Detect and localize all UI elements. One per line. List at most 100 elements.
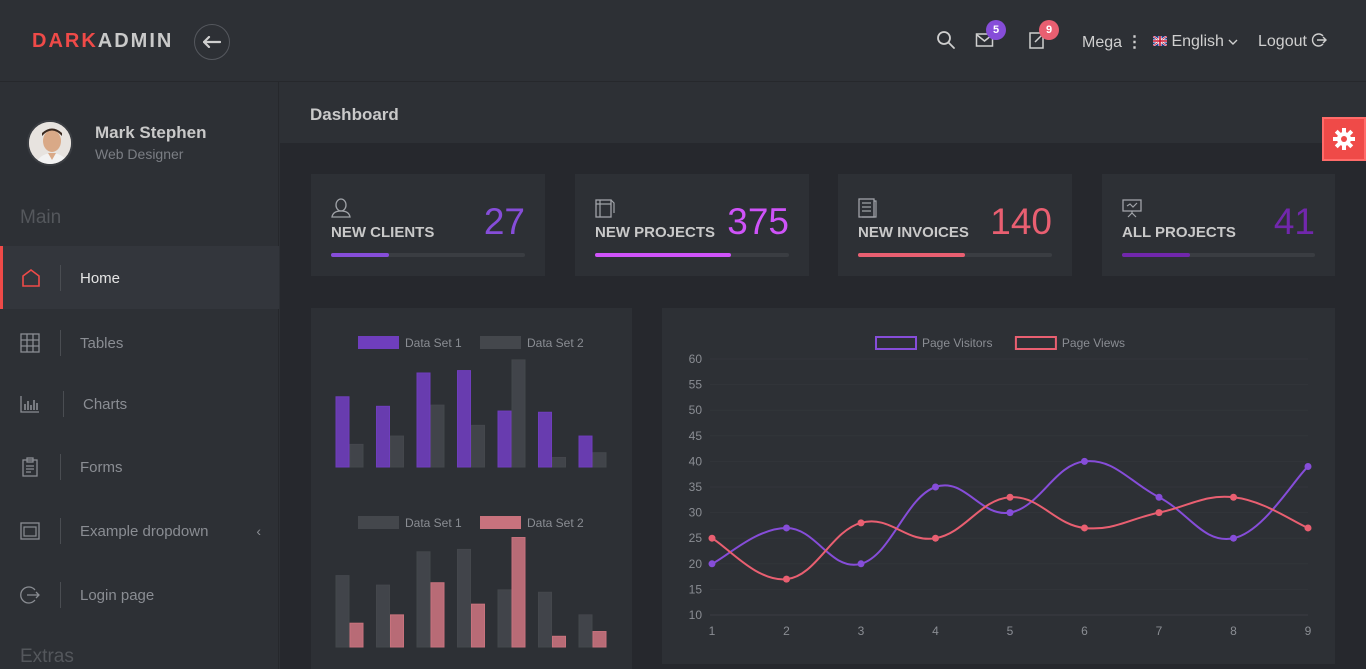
bar[interactable]: [578, 614, 593, 648]
sidebar-separator: [60, 518, 61, 544]
language-dropdown[interactable]: English: [1152, 33, 1238, 51]
settings-button[interactable]: [1322, 117, 1366, 161]
bar[interactable]: [552, 635, 566, 648]
bar[interactable]: [578, 435, 593, 468]
data-point[interactable]: [857, 560, 865, 568]
data-point[interactable]: [932, 534, 939, 542]
bar[interactable]: [471, 424, 485, 468]
brand-part-dark: DARK: [32, 30, 98, 52]
search-icon: [937, 31, 955, 49]
sidebar-item-login-page[interactable]: Login page: [0, 563, 279, 626]
bar[interactable]: [592, 452, 607, 468]
sidebar-item-label: Charts: [83, 396, 128, 413]
bar[interactable]: [511, 537, 526, 648]
logout-icon: [1312, 33, 1328, 47]
stat-label: NEW INVOICES: [858, 224, 969, 241]
data-point[interactable]: [1081, 457, 1088, 465]
sidebar-separator: [60, 330, 61, 356]
legend-swatch[interactable]: [1014, 336, 1057, 350]
sidebar-item-label: Home: [80, 270, 121, 287]
y-tick-label: 35: [689, 480, 703, 494]
data-point[interactable]: [1304, 463, 1312, 471]
bar-chart-icon: [20, 396, 39, 413]
bar[interactable]: [335, 575, 350, 648]
bar[interactable]: [592, 631, 607, 648]
bar[interactable]: [552, 456, 566, 468]
bar-chart-bottom: Data Set 1 Data Set 2: [335, 516, 607, 648]
x-tick-label: 4: [932, 624, 939, 638]
legend-swatch[interactable]: [358, 336, 399, 349]
bar[interactable]: [430, 582, 445, 648]
user-icon: [331, 198, 351, 218]
data-point[interactable]: [1006, 509, 1014, 517]
bar[interactable]: [376, 584, 390, 648]
bar[interactable]: [457, 548, 471, 648]
brand-part-admin: ADMIN: [97, 30, 174, 52]
sidebar-item-tables[interactable]: Tables: [0, 311, 279, 374]
bar[interactable]: [349, 622, 364, 648]
sidebar-separator: [60, 265, 61, 291]
user-role: Web Designer: [95, 146, 184, 162]
avatar[interactable]: [27, 120, 73, 166]
bar[interactable]: [538, 591, 552, 648]
sidebar-separator: [60, 582, 61, 608]
mega-menu-label: Mega: [1082, 34, 1123, 51]
data-point[interactable]: [1155, 493, 1163, 501]
bar[interactable]: [497, 589, 512, 648]
bar[interactable]: [538, 411, 552, 468]
legend-swatch[interactable]: [875, 336, 917, 350]
data-point[interactable]: [1230, 534, 1237, 542]
clipboard-icon: [22, 457, 38, 477]
data-point[interactable]: [1081, 524, 1088, 532]
data-point[interactable]: [783, 524, 790, 532]
sidebar-item-forms[interactable]: Forms: [0, 435, 279, 498]
logout-link[interactable]: Logout: [1258, 32, 1328, 51]
search-button[interactable]: [936, 30, 958, 52]
invoice-icon: [858, 198, 877, 218]
section-title-main: Main: [20, 207, 62, 228]
data-point[interactable]: [857, 519, 865, 527]
bar[interactable]: [376, 405, 390, 468]
data-point[interactable]: [708, 560, 716, 568]
sidebar-item-example-dropdown[interactable]: Example dropdown ‹: [0, 499, 279, 562]
data-point[interactable]: [1304, 524, 1312, 532]
exit-icon: [20, 586, 40, 604]
presentation-board-icon: [1122, 199, 1142, 218]
section-title-extras: Extras: [20, 646, 74, 667]
data-point[interactable]: [1006, 493, 1014, 501]
notebook-icon: [595, 199, 615, 218]
bar[interactable]: [511, 359, 526, 468]
window-icon: [20, 522, 40, 540]
bar[interactable]: [349, 443, 364, 468]
legend-swatch[interactable]: [480, 516, 521, 529]
messages-count-badge: 5: [986, 20, 1006, 40]
legend-label: Page Visitors: [922, 336, 992, 350]
bar[interactable]: [497, 410, 512, 468]
stat-progress-fill: [1122, 253, 1190, 257]
bar[interactable]: [390, 614, 404, 648]
data-point[interactable]: [1230, 493, 1237, 501]
sidebar-item-home[interactable]: Home: [0, 246, 279, 309]
bar[interactable]: [335, 396, 350, 468]
data-point[interactable]: [932, 483, 939, 491]
bar[interactable]: [390, 435, 404, 468]
legend-swatch[interactable]: [480, 336, 521, 349]
sidebar-item-charts[interactable]: Charts: [0, 372, 279, 435]
grid-icon: [20, 333, 40, 353]
sidebar-toggle-button[interactable]: [194, 24, 230, 60]
data-point[interactable]: [783, 575, 790, 583]
bar[interactable]: [416, 372, 431, 468]
x-tick-label: 5: [1007, 624, 1014, 638]
brand-logo[interactable]: DARKADMIN: [32, 30, 173, 53]
legend-swatch[interactable]: [358, 516, 399, 529]
data-point[interactable]: [1155, 509, 1163, 517]
bar[interactable]: [471, 603, 485, 648]
bar[interactable]: [457, 370, 471, 468]
mega-menu-toggle[interactable]: Mega ⋮: [1082, 32, 1142, 52]
vertical-dots-icon: ⋮: [1126, 34, 1143, 51]
bar[interactable]: [430, 404, 445, 468]
data-point[interactable]: [708, 534, 716, 542]
gear-icon: [1333, 128, 1355, 150]
bar[interactable]: [416, 551, 431, 648]
sidebar-item-label: Example dropdown: [80, 523, 209, 540]
